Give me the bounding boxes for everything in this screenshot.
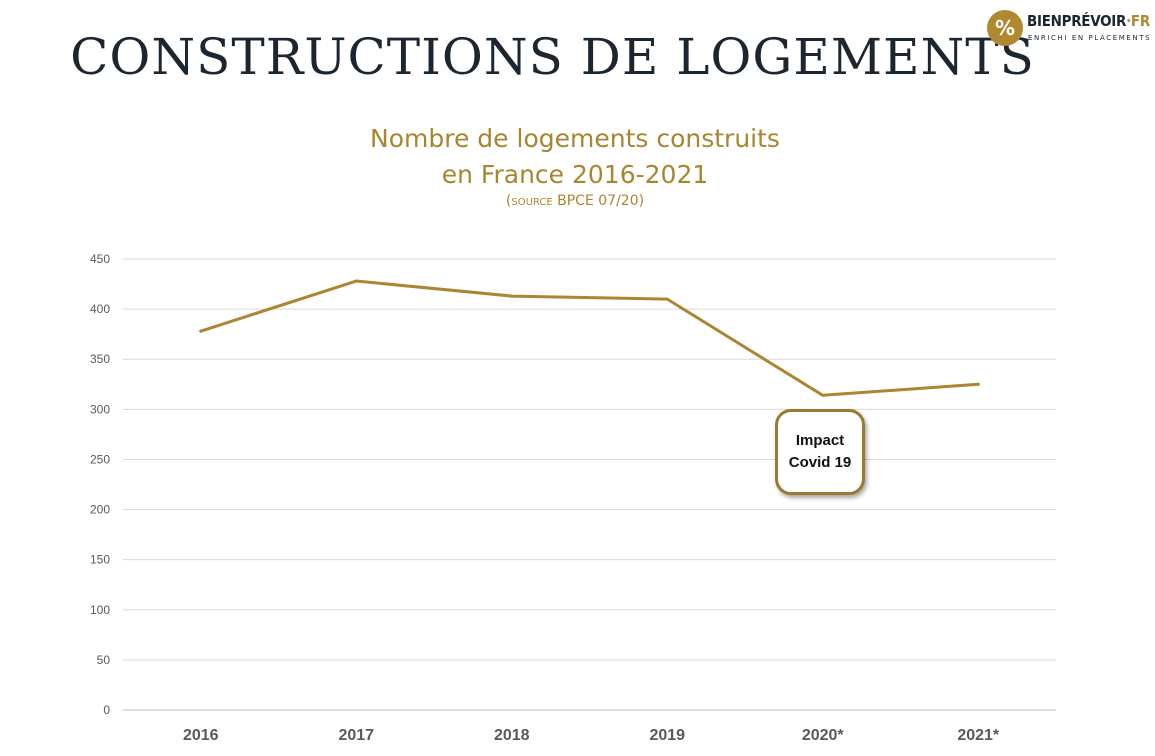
y-tick-label: 350 [90, 352, 110, 366]
data-point [976, 382, 980, 386]
y-tick-label: 150 [90, 553, 110, 567]
y-tick-label: 250 [90, 452, 110, 466]
page-title: CONSTRUCTIONS DE LOGEMENTS [70, 28, 1035, 86]
x-tick-label: 2021* [957, 727, 1000, 744]
x-tick-label: 2018 [494, 727, 530, 744]
logo-name: BIENPRÉVOIR·FR [1027, 12, 1150, 30]
percent-icon: % [987, 10, 1023, 46]
callout-line2: Covid 19 [788, 454, 852, 471]
y-tick-label: 400 [90, 302, 110, 316]
data-point [199, 329, 203, 333]
chart-title: Nombre de logements construits en France… [0, 121, 1150, 193]
y-tick-label: 0 [103, 703, 110, 717]
data-point [510, 294, 514, 298]
data-point [665, 297, 669, 301]
x-tick-label: 2016 [183, 727, 219, 744]
logo-domain: ·FR [1126, 12, 1150, 30]
y-tick-label: 50 [97, 653, 111, 667]
data-point [354, 279, 358, 283]
chart-title-line1: Nombre de logements construits [370, 124, 780, 153]
series-line [199, 279, 980, 397]
y-tick-label: 100 [90, 603, 110, 617]
y-tick-label: 200 [90, 503, 110, 517]
x-tick-label: 2019 [649, 727, 685, 744]
callout-line1: Impact [795, 432, 845, 449]
data-point [821, 393, 825, 397]
x-tick-label: 2020* [802, 727, 845, 744]
x-tick-label: 2017 [338, 727, 374, 744]
logo-tagline: ENRICHI EN PLACEMENTS [1028, 34, 1152, 42]
chart-source: (source BPCE 07/20) [505, 193, 645, 209]
y-tick-label: 450 [90, 252, 110, 266]
covid-impact-callout: Impact Covid 19 [775, 409, 865, 495]
brand-logo[interactable]: % BIENPRÉVOIR·FR ENRICHI EN PLACEMENTS [987, 10, 1152, 50]
chart-title-line2: en France 2016-2021 [441, 160, 709, 189]
y-tick-label: 300 [90, 402, 110, 416]
logo-brand: BIENPRÉVOIR [1027, 12, 1127, 30]
